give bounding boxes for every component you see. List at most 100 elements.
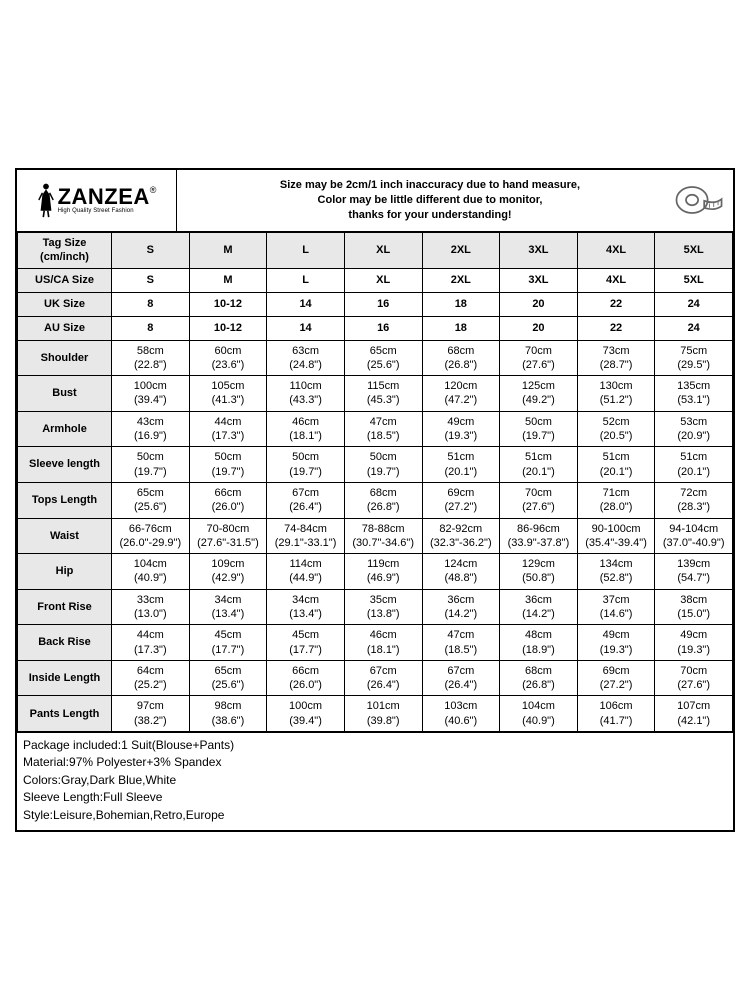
brand-logo-cell: ZANZEA® High Quality Street Fashion	[17, 170, 177, 231]
table-cell: 97cm(38.2")	[112, 696, 190, 732]
table-cell: 110cm(43.3")	[267, 376, 345, 412]
table-cell: 22	[577, 292, 655, 316]
table-cell: 115cm(45.3")	[344, 376, 422, 412]
table-cell: 49cm(19.3")	[422, 411, 500, 447]
table-cell: 119cm(46.9")	[344, 554, 422, 590]
table-cell: 66cm(26.0")	[189, 482, 267, 518]
table-cell: 20	[500, 292, 578, 316]
table-cell: S	[112, 268, 190, 292]
table-cell: 67cm(26.4")	[267, 482, 345, 518]
table-cell: 36cm(14.2")	[500, 589, 578, 625]
table-cell: 104cm(40.9")	[500, 696, 578, 732]
table-cell: 139cm(54.7")	[655, 554, 733, 590]
size-col-header: L	[267, 232, 345, 268]
row-header: Shoulder	[18, 340, 112, 376]
table-cell: 35cm(13.8")	[344, 589, 422, 625]
product-info: Package included:1 Suit(Blouse+Pants) Ma…	[17, 732, 733, 830]
table-cell: 100cm(39.4")	[112, 376, 190, 412]
table-cell: 43cm(16.9")	[112, 411, 190, 447]
table-cell: M	[189, 268, 267, 292]
table-cell: 63cm(24.8")	[267, 340, 345, 376]
table-cell: 70cm(27.6")	[655, 660, 733, 696]
table-cell: 104cm(40.9")	[112, 554, 190, 590]
table-cell: 75cm(29.5")	[655, 340, 733, 376]
size-col-header: XL	[344, 232, 422, 268]
table-cell: 70-80cm(27.6"-31.5")	[189, 518, 267, 554]
table-cell: 50cm(19.7")	[112, 447, 190, 483]
brand-name: ZANZEA	[58, 184, 150, 209]
size-col-header: M	[189, 232, 267, 268]
table-cell: 73cm(28.7")	[577, 340, 655, 376]
row-header: Inside Length	[18, 660, 112, 696]
table-cell: 8	[112, 316, 190, 340]
info-sleeve: Sleeve Length:Full Sleeve	[23, 789, 727, 806]
table-cell: 69cm(27.2")	[422, 482, 500, 518]
table-cell: 51cm(20.1")	[655, 447, 733, 483]
table-cell: 50cm(19.7")	[267, 447, 345, 483]
table-cell: 47cm(18.5")	[344, 411, 422, 447]
table-cell: 66-76cm(26.0"-29.9")	[112, 518, 190, 554]
table-cell: 51cm(20.1")	[577, 447, 655, 483]
table-cell: 52cm(20.5")	[577, 411, 655, 447]
notice-line-3: thanks for your understanding!	[348, 209, 511, 221]
info-package: Package included:1 Suit(Blouse+Pants)	[23, 737, 727, 754]
table-cell: 50cm(19.7")	[189, 447, 267, 483]
notice-line-1: Size may be 2cm/1 inch inaccuracy due to…	[280, 179, 580, 191]
table-cell: 90-100cm(35.4"-39.4")	[577, 518, 655, 554]
table-cell: 47cm(18.5")	[422, 625, 500, 661]
table-cell: 51cm(20.1")	[500, 447, 578, 483]
table-cell: 65cm(25.6")	[344, 340, 422, 376]
table-cell: 5XL	[655, 268, 733, 292]
header-row: ZANZEA® High Quality Street Fashion Size…	[17, 170, 733, 232]
row-header: Back Rise	[18, 625, 112, 661]
table-cell: 124cm(48.8")	[422, 554, 500, 590]
table-cell: 70cm(27.6")	[500, 482, 578, 518]
table-cell: 100cm(39.4")	[267, 696, 345, 732]
table-cell: 120cm(47.2")	[422, 376, 500, 412]
table-cell: 135cm(53.1")	[655, 376, 733, 412]
table-cell: 129cm(50.8")	[500, 554, 578, 590]
table-cell: 24	[655, 316, 733, 340]
table-cell: 70cm(27.6")	[500, 340, 578, 376]
row-header: Pants Length	[18, 696, 112, 732]
row-header: Bust	[18, 376, 112, 412]
table-cell: 18	[422, 292, 500, 316]
table-cell: 94-104cm(37.0"-40.9")	[655, 518, 733, 554]
table-cell: 3XL	[500, 268, 578, 292]
table-cell: 60cm(23.6")	[189, 340, 267, 376]
row-header: Sleeve length	[18, 447, 112, 483]
table-cell: 49cm(19.3")	[577, 625, 655, 661]
table-cell: 44cm(17.3")	[189, 411, 267, 447]
table-cell: 44cm(17.3")	[112, 625, 190, 661]
table-cell: 78-88cm(30.7"-34.6")	[344, 518, 422, 554]
brand-reg: ®	[150, 185, 157, 195]
size-table: Tag Size(cm/inch)SMLXL2XL3XL4XL5XL US/CA …	[17, 232, 733, 732]
row-header: Tag Size(cm/inch)	[18, 232, 112, 268]
measuring-tape-icon	[673, 180, 725, 220]
table-cell: 103cm(40.6")	[422, 696, 500, 732]
notice-text: Size may be 2cm/1 inch inaccuracy due to…	[177, 170, 733, 231]
table-cell: 86-96cm(33.9"-37.8")	[500, 518, 578, 554]
table-cell: 125cm(49.2")	[500, 376, 578, 412]
table-cell: 65cm(25.6")	[189, 660, 267, 696]
table-cell: 48cm(18.9")	[500, 625, 578, 661]
row-header: Front Rise	[18, 589, 112, 625]
table-cell: 68cm(26.8")	[500, 660, 578, 696]
row-header: US/CA Size	[18, 268, 112, 292]
row-header: Waist	[18, 518, 112, 554]
table-cell: 67cm(26.4")	[344, 660, 422, 696]
table-cell: L	[267, 268, 345, 292]
table-cell: 20	[500, 316, 578, 340]
table-cell: 114cm(44.9")	[267, 554, 345, 590]
size-col-header: 5XL	[655, 232, 733, 268]
table-cell: 16	[344, 316, 422, 340]
table-cell: 46cm(18.1")	[344, 625, 422, 661]
row-header: Armhole	[18, 411, 112, 447]
table-cell: 66cm(26.0")	[267, 660, 345, 696]
size-col-header: 2XL	[422, 232, 500, 268]
table-cell: 72cm(28.3")	[655, 482, 733, 518]
table-cell: 4XL	[577, 268, 655, 292]
table-cell: 10-12	[189, 316, 267, 340]
table-cell: 74-84cm(29.1"-33.1")	[267, 518, 345, 554]
table-cell: 98cm(38.6")	[189, 696, 267, 732]
